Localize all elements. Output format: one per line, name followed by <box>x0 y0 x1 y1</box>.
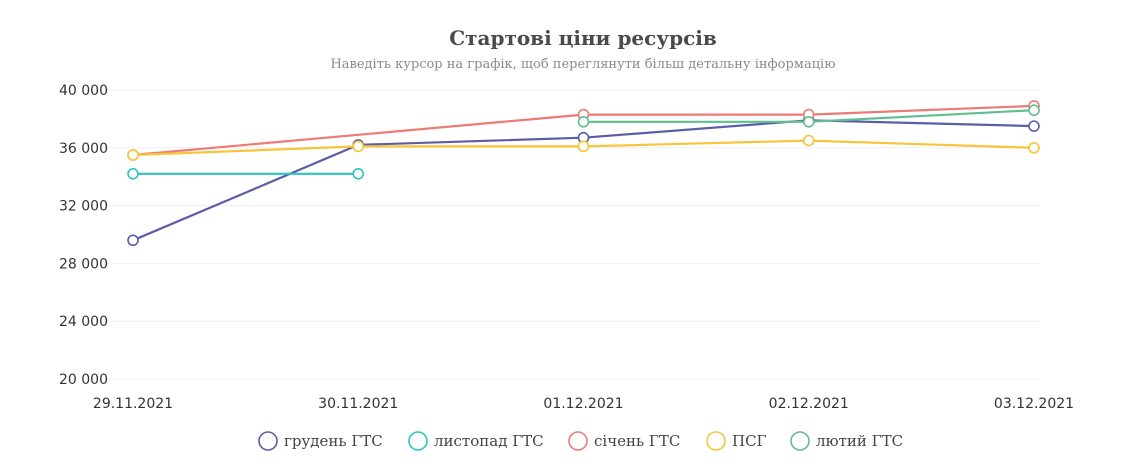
series-2[interactable] <box>127 168 365 180</box>
y-tick-label: 20 000 <box>59 372 108 388</box>
x-tick-label: 03.12.2021 <box>994 396 1074 412</box>
data-point[interactable] <box>802 134 815 147</box>
legend-marker <box>258 431 278 451</box>
chart-subtitle: Наведіть курсор на графік, щоб перегляну… <box>330 57 835 72</box>
legend-item-2[interactable]: листопад ГТС <box>408 431 544 451</box>
y-tick-label: 28 000 <box>59 256 108 272</box>
chart-title: Стартові ціни ресурсів <box>449 26 717 50</box>
legend-label: грудень ГТС <box>284 432 383 450</box>
legend-item-3[interactable]: січень ГТС <box>568 431 680 451</box>
x-tick-label: 01.12.2021 <box>543 396 623 412</box>
legend-label: ПСГ <box>732 432 767 450</box>
legend-marker <box>706 431 726 451</box>
data-point[interactable] <box>127 149 139 161</box>
y-axis: 20 000 24 000 28 000 32 000 36 000 40 000 <box>59 83 108 388</box>
legend-item-4[interactable]: ПСГ <box>706 431 767 451</box>
data-point[interactable] <box>352 140 365 153</box>
y-tick-label: 40 000 <box>59 83 108 99</box>
legend-item-5[interactable]: лютий ГТС <box>790 431 903 451</box>
series-1[interactable] <box>127 114 1040 247</box>
data-point[interactable] <box>1028 120 1040 132</box>
x-tick-label: 30.11.2021 <box>318 396 398 412</box>
legend-label: лютий ГТС <box>816 432 903 450</box>
legend-label: листопад ГТС <box>434 432 544 450</box>
legend-marker <box>408 431 428 451</box>
grid <box>105 89 1040 380</box>
data-point[interactable] <box>127 234 139 247</box>
data-point[interactable] <box>127 168 139 180</box>
x-tick-label: 02.12.2021 <box>769 396 849 412</box>
data-point[interactable] <box>577 115 590 128</box>
x-axis: 29.11.2021 30.11.2021 01.12.2021 02.12.2021… <box>93 396 1074 412</box>
series-line[interactable] <box>132 104 1035 157</box>
x-tick-label: 29.11.2021 <box>93 396 173 412</box>
data-point[interactable] <box>577 140 590 153</box>
legend-marker <box>568 431 588 451</box>
legend: грудень ГТС листопад ГТС січень ГТС ПСГ люти… <box>258 431 903 451</box>
legend-item-1[interactable]: грудень ГТС <box>258 431 383 451</box>
legend-marker <box>790 431 810 451</box>
y-tick-label: 32 000 <box>59 199 108 215</box>
data-point[interactable] <box>352 168 365 180</box>
y-tick-label: 36 000 <box>59 141 108 157</box>
series-5[interactable] <box>577 104 1040 128</box>
series-4[interactable] <box>127 134 1040 161</box>
data-point[interactable] <box>1028 142 1040 154</box>
data-point[interactable] <box>802 115 815 128</box>
legend-label: січень ГТС <box>594 432 680 450</box>
y-tick-label: 24 000 <box>59 314 108 330</box>
series-group <box>127 100 1040 247</box>
data-point[interactable] <box>1028 104 1040 117</box>
